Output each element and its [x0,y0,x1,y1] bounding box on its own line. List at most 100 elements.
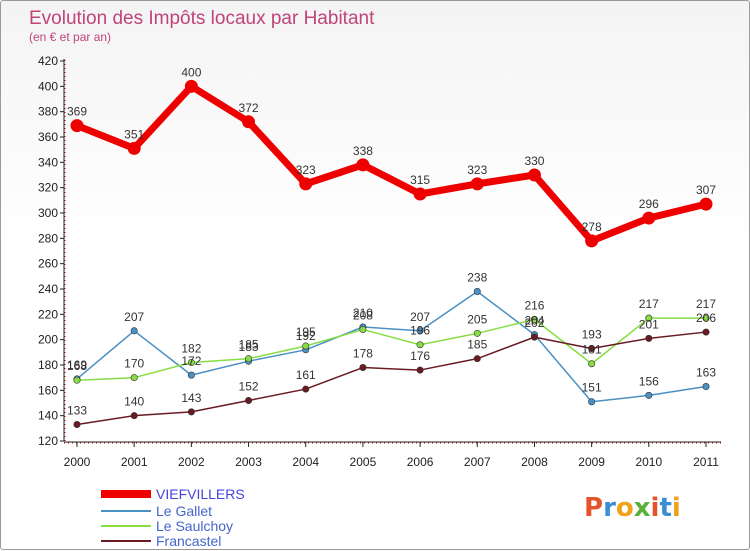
x-tick-label: 2001 [121,455,148,469]
data-point [356,158,370,172]
legend-label: Le Gallet [156,503,212,519]
data-point [699,197,713,211]
y-tick-label: 200 [38,333,58,347]
data-label: 216 [524,298,544,312]
data-label: 323 [467,163,487,177]
data-label: 182 [181,341,201,355]
logo-letter: r [603,493,616,523]
data-point [187,358,195,366]
y-tick-label: 380 [38,105,58,119]
data-label: 202 [524,316,544,330]
data-label: 185 [467,338,487,352]
data-label: 207 [410,310,430,324]
logo-letter: P [584,493,603,523]
data-point [245,355,253,363]
data-label: 169 [67,358,87,372]
data-point [413,187,427,201]
data-point [645,391,653,399]
x-tick-label: 2002 [178,455,205,469]
x-tick-label: 2004 [292,455,319,469]
data-point [70,119,84,133]
data-label: 192 [296,329,316,343]
legend-swatch [101,510,151,512]
data-point [645,334,653,342]
data-point [359,364,367,372]
y-tick-label: 300 [38,206,58,220]
data-label: 151 [582,381,602,395]
data-label: 201 [639,317,659,331]
data-label: 207 [124,310,144,324]
data-label: 163 [696,366,716,380]
data-label: 278 [582,220,602,234]
data-point [473,355,481,363]
y-tick-label: 400 [38,79,58,93]
data-point [530,315,538,323]
data-label: 400 [181,65,201,79]
series-le-saulchoy [73,314,710,384]
data-label: 156 [639,374,659,388]
logo-letter: o [616,493,634,523]
y-tick-label: 260 [38,257,58,271]
data-label: 307 [696,183,716,197]
y-tick-label: 160 [38,383,58,397]
logo-letter: i [651,493,660,523]
data-point [588,345,596,353]
data-point [702,383,710,391]
series-lines [70,79,713,429]
data-label: 143 [181,391,201,405]
y-tick-label: 360 [38,130,58,144]
chart-title: Evolution des Impôts locaux par Habitant [29,8,375,29]
data-label: 183 [239,340,259,354]
data-point [299,177,313,191]
data-point [416,341,424,349]
data-point [73,376,81,384]
logo-letter: i [672,493,681,523]
data-label: 206 [696,311,716,325]
x-tick-label: 2003 [235,455,262,469]
data-label: 208 [353,309,373,323]
data-label: 323 [296,163,316,177]
y-tick-label: 120 [38,434,58,448]
legend-label: Le Saulchoy [156,518,233,534]
data-point [184,79,198,93]
data-point [702,314,710,322]
legend-label: Francastel [156,533,221,549]
legend-swatch [101,540,151,542]
data-point [588,398,596,406]
data-point [642,211,656,225]
data-point [585,234,599,248]
y-tick-label: 420 [38,54,58,68]
y-tick-label: 280 [38,231,58,245]
data-label: 204 [524,314,544,328]
data-point [588,360,596,368]
logo-letter: t [659,493,671,523]
y-tick-label: 320 [38,181,58,195]
data-label: 217 [639,297,659,311]
series-francastel [73,328,710,429]
data-label: 372 [239,101,259,115]
y-tick-label: 240 [38,282,58,296]
x-tick-label: 2010 [635,455,662,469]
data-point [187,371,195,379]
y-tick-label: 340 [38,155,58,169]
data-label: 238 [467,271,487,285]
series-line [76,290,707,403]
data-point [73,421,81,429]
data-label: 170 [124,357,144,371]
legend-label: VIEFVILLERS [156,486,245,502]
data-label: 140 [124,395,144,409]
data-label: 369 [67,105,87,119]
x-tick-label: 2011 [693,455,719,469]
data-label: 161 [296,368,316,382]
data-point [130,374,138,382]
data-point [645,314,653,322]
proxiti-logo: Proxiti [584,493,681,523]
legend-swatch [101,525,151,527]
data-label: 210 [353,306,373,320]
series-line [75,82,707,245]
data-label: 195 [296,325,316,339]
legend-swatch [101,490,151,498]
